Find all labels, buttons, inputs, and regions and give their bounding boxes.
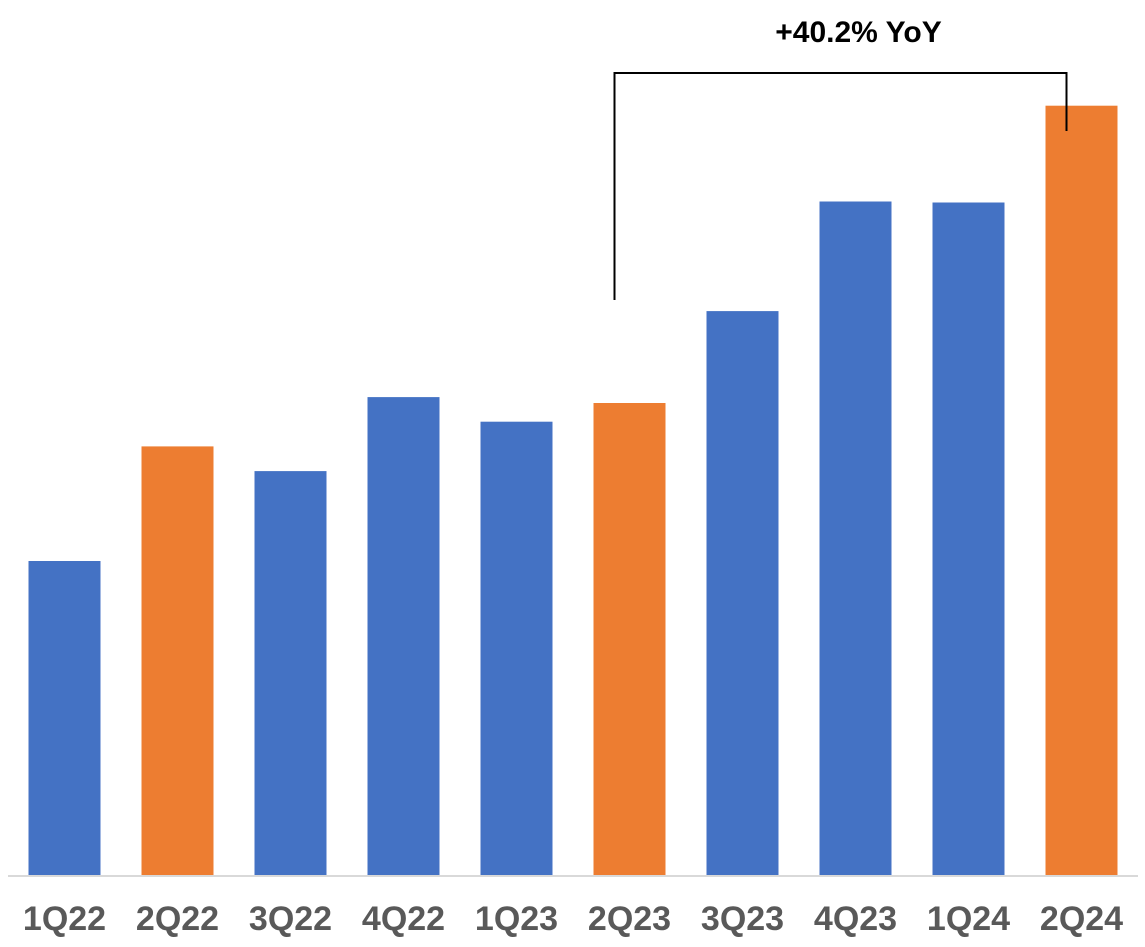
annotation-group: +40.2% YoY xyxy=(613,16,1068,300)
x-tick-label-4q22: 4Q22 xyxy=(362,900,445,938)
x-tick-label-2q24: 2Q24 xyxy=(1040,900,1123,938)
bar-4q23 xyxy=(819,201,892,875)
bar-2q22 xyxy=(141,446,214,875)
bar-4q22 xyxy=(367,397,440,875)
x-tick-label-4q23: 4Q23 xyxy=(814,900,897,938)
yoy-annotation-label: +40.2% YoY xyxy=(775,16,942,49)
tick-labels-group: 1Q22 2Q22 3Q22 4Q22 1Q23 2Q23 3Q23 4Q23 1Q24 2Q24 xyxy=(23,900,1123,938)
x-tick-label-2q23: 2Q23 xyxy=(588,900,671,938)
x-tick-label-1q23: 1Q23 xyxy=(475,900,558,938)
x-tick-label-3q23: 3Q23 xyxy=(701,900,784,938)
x-tick-label-1q22: 1Q22 xyxy=(23,900,106,938)
bars-group xyxy=(28,105,1118,876)
bar-3q22 xyxy=(254,471,327,875)
bar-3q23 xyxy=(706,311,779,876)
x-tick-label-3q22: 3Q22 xyxy=(249,900,332,938)
x-tick-label-2q22: 2Q22 xyxy=(136,900,219,938)
bar-1q23 xyxy=(480,421,553,875)
x-tick-label-1q24: 1Q24 xyxy=(927,900,1010,938)
yoy-bracket xyxy=(613,72,1068,300)
bar-1q22 xyxy=(28,561,101,875)
bar-2q24 xyxy=(1045,105,1118,875)
bar-2q23 xyxy=(593,403,666,875)
bar-1q24 xyxy=(932,202,1005,875)
